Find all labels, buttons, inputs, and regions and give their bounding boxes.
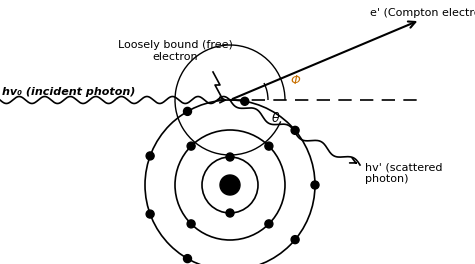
Text: Φ: Φ: [290, 73, 300, 87]
Circle shape: [265, 142, 273, 150]
Circle shape: [183, 254, 191, 263]
Text: hv₀ (incident photon): hv₀ (incident photon): [2, 87, 135, 97]
Circle shape: [226, 209, 234, 217]
Circle shape: [265, 220, 273, 228]
Circle shape: [220, 175, 240, 195]
Circle shape: [241, 97, 249, 105]
Circle shape: [146, 210, 154, 218]
Text: θ: θ: [272, 111, 280, 125]
Text: hv' (scattered
photon): hv' (scattered photon): [365, 162, 443, 183]
Circle shape: [291, 126, 299, 134]
Circle shape: [187, 220, 195, 228]
Circle shape: [146, 152, 154, 160]
Text: e' (Compton electron): e' (Compton electron): [370, 8, 475, 18]
Circle shape: [291, 236, 299, 244]
Text: Loosely bound (free)
electron: Loosely bound (free) electron: [118, 40, 232, 62]
Circle shape: [187, 142, 195, 150]
Circle shape: [311, 181, 319, 189]
Circle shape: [226, 153, 234, 161]
Circle shape: [183, 107, 191, 115]
